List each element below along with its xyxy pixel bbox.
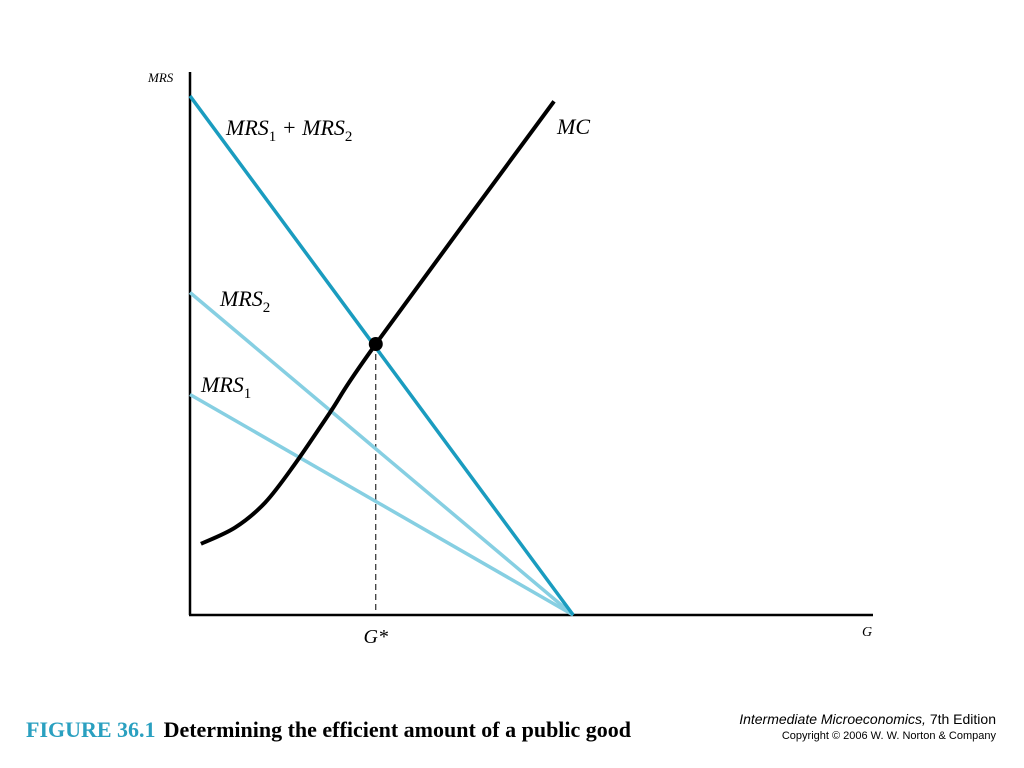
plot-area: MRS G G* MRS1 MRS2 MRS1 + MRS2 MC [147, 70, 873, 648]
series-line-mrs1 [189, 392, 575, 617]
book-title: Intermediate Microeconomics, [739, 711, 926, 727]
series-labels: MRS1 MRS2 MRS1 + MRS2 MC [200, 114, 590, 402]
series-line-mrs1-mrs2 [188, 94, 575, 617]
y-axis-label: MRS [147, 70, 174, 85]
book-edition: 7th Edition [925, 711, 996, 727]
g-star-tick-label: G* [364, 626, 388, 648]
series-label-mrs1: MRS1 [200, 372, 251, 402]
book-line: Intermediate Microeconomics, 7th Edition [739, 711, 996, 727]
x-axis-label: G [862, 625, 872, 640]
series-line-mrs2 [188, 291, 575, 617]
series-line-mc [200, 100, 556, 546]
series-label-mrs1-mrs2: MRS1 + MRS2 [225, 115, 352, 145]
series-layer [188, 94, 575, 617]
figure-number: FIGURE 36.1 [26, 717, 156, 742]
book-credit: Intermediate Microeconomics, 7th Edition… [739, 711, 996, 742]
series-label-mrs2: MRS2 [219, 286, 270, 316]
equilibrium-point [368, 337, 383, 352]
copyright-line: Copyright © 2006 W. W. Norton & Company [781, 730, 996, 742]
figure-title: Determining the efficient amount of a pu… [163, 717, 632, 742]
series-label-mc: MC [556, 114, 590, 139]
figure-caption: FIGURE 36.1 Determining the efficient amo… [26, 717, 631, 743]
